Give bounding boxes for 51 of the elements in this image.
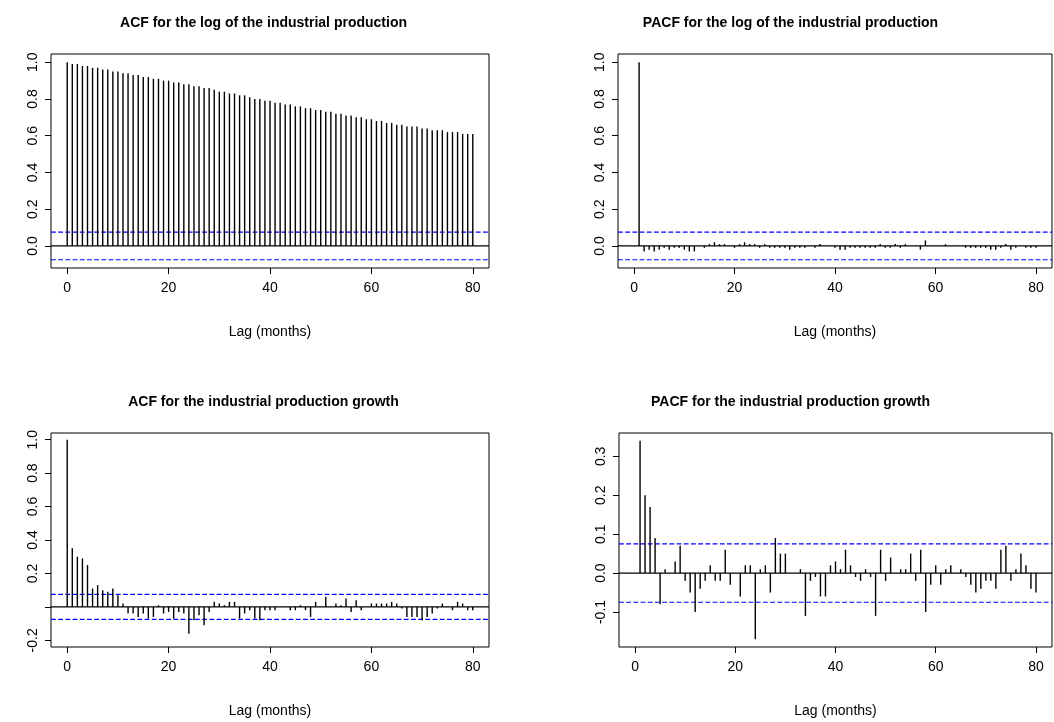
x-tick-label: 40 [827, 658, 844, 674]
y-tick-label: 0.2 [592, 485, 608, 505]
y-tick-label: -0.2 [24, 628, 40, 653]
y-tick-label: 0.0 [591, 236, 607, 256]
x-tick-label: 20 [727, 658, 744, 674]
chart-title: PACF for the log of the industrial production [642, 14, 939, 30]
chart-title: PACF for the industrial production growth [651, 393, 930, 409]
y-tick-label: 1.0 [24, 429, 40, 450]
x-tick-label: 80 [464, 279, 481, 295]
x-tick-label: 0 [630, 279, 639, 295]
y-tick-label: 0.2 [24, 563, 40, 584]
x-axis-title: Lag (months) [228, 323, 312, 339]
y-tick-label: 1.0 [24, 52, 40, 72]
x-axis-title: Lag (months) [228, 702, 312, 718]
y-tick-label: 0.6 [591, 125, 607, 146]
x-tick-label: 0 [63, 279, 72, 295]
x-tick-label: 60 [363, 658, 380, 674]
y-tick-label: 0.3 [592, 446, 608, 467]
x-tick-label: 0 [631, 658, 640, 674]
x-tick-label: 60 [927, 658, 944, 674]
x-tick-label: 20 [160, 658, 177, 674]
x-tick-label: 60 [363, 279, 380, 295]
y-tick-label: 1.0 [591, 52, 607, 72]
x-tick-label: 80 [1028, 658, 1044, 674]
y-tick-label: 0.0 [24, 236, 40, 256]
x-tick-label: 40 [827, 279, 843, 295]
x-tick-label: 80 [1028, 279, 1044, 295]
y-tick-label: 0.1 [592, 524, 608, 544]
chart-title: ACF for the log of the industrial production [120, 14, 407, 30]
y-tick-label: 0.4 [24, 162, 40, 183]
x-tick-label: 80 [464, 658, 481, 674]
y-tick-label: 0.0 [592, 563, 608, 583]
chart-title: ACF for the industrial production growth [128, 393, 399, 409]
x-tick-label: 60 [927, 279, 944, 295]
y-tick-label: -0.1 [592, 599, 608, 625]
y-tick-label: 0.4 [24, 530, 40, 550]
y-tick-label: 0.8 [24, 463, 40, 483]
x-tick-label: 0 [63, 658, 72, 674]
y-tick-label: 0.2 [24, 199, 40, 219]
x-tick-label: 20 [160, 279, 177, 295]
y-tick-label: 0.6 [24, 496, 40, 517]
y-tick-label: 0.2 [591, 199, 607, 219]
x-tick-label: 40 [262, 658, 278, 674]
x-axis-title: Lag (months) [794, 702, 877, 718]
x-tick-label: 20 [726, 279, 743, 295]
x-tick-label: 40 [262, 279, 278, 295]
y-tick-label: 0.8 [24, 89, 40, 109]
x-axis-title: Lag (months) [793, 323, 877, 339]
y-tick-label: 0.4 [591, 162, 607, 183]
y-tick-label: 0.6 [24, 125, 40, 146]
y-tick-label: 0.8 [591, 89, 607, 109]
